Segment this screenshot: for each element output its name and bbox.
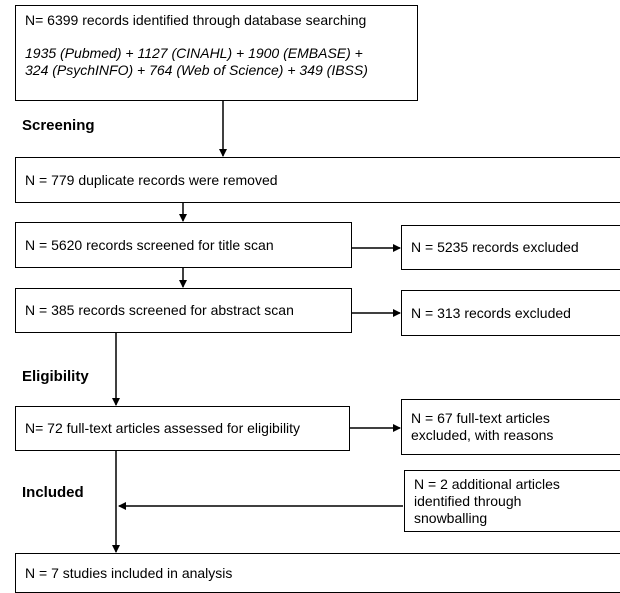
fulltext-excluded-line-1: N = 67 full-text articles bbox=[411, 410, 550, 426]
snowballing-box: N = 2 additional articles identified thr… bbox=[404, 470, 620, 532]
stage-label-screening: Screening bbox=[22, 117, 95, 134]
title-excluded-box: N = 5235 records excluded bbox=[401, 225, 620, 270]
database-sources-line-1: 1935 (Pubmed) + 1127 (CINAHL) + 1900 (EM… bbox=[25, 45, 363, 61]
fulltext-excluded-line-2: excluded, with reasons bbox=[411, 427, 554, 443]
snowballing-line-2: identified through bbox=[414, 492, 522, 509]
snowballing-line-3: snowballing bbox=[414, 509, 488, 526]
database-sources-line-2: 324 (PsychINFO) + 764 (Web of Science) +… bbox=[25, 62, 368, 78]
title-scan-box: N = 5620 records screened for title scan bbox=[15, 222, 352, 268]
fulltext-box: N= 72 full-text articles assessed for el… bbox=[15, 406, 350, 451]
duplicates-box: N = 779 duplicate records were removed bbox=[15, 157, 620, 203]
fulltext-excluded-box: N = 67 full-text articles excluded, with… bbox=[401, 399, 620, 455]
included-studies-box: N = 7 studies included in analysis bbox=[15, 553, 620, 593]
stage-label-included: Included bbox=[22, 484, 84, 501]
abstract-scan-box: N = 385 records screened for abstract sc… bbox=[15, 288, 352, 333]
abstract-excluded-box: N = 313 records excluded bbox=[401, 290, 620, 336]
stage-label-eligibility: Eligibility bbox=[22, 368, 89, 385]
identification-box: N= 6399 records identified through datab… bbox=[15, 5, 418, 101]
identification-total: N= 6399 records identified through datab… bbox=[25, 12, 367, 28]
snowballing-line-1: N = 2 additional articles bbox=[414, 475, 560, 492]
